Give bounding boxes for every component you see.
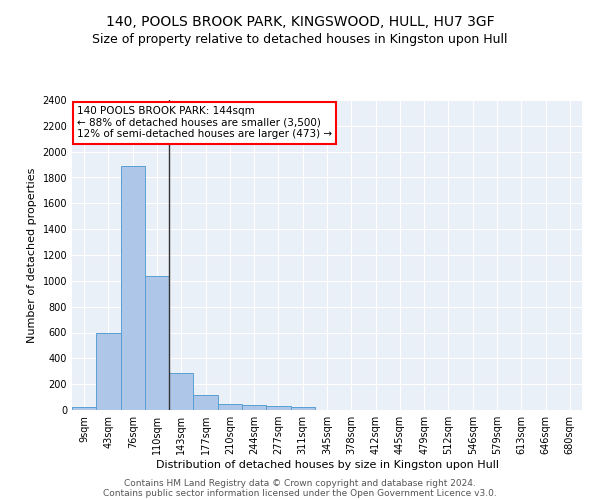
Bar [145,276,169,410]
Text: Contains public sector information licensed under the Open Government Licence v3: Contains public sector information licen… [103,488,497,498]
Bar [121,166,145,410]
Bar [72,408,96,410]
Bar [169,373,193,410]
Bar [193,395,218,410]
Bar [96,332,121,410]
Y-axis label: Number of detached properties: Number of detached properties [27,168,37,342]
Text: Size of property relative to detached houses in Kingston upon Hull: Size of property relative to detached ho… [92,32,508,46]
Bar [218,404,242,410]
Bar [266,406,290,410]
Bar [290,408,315,410]
Text: 140, POOLS BROOK PARK, KINGSWOOD, HULL, HU7 3GF: 140, POOLS BROOK PARK, KINGSWOOD, HULL, … [106,15,494,29]
Bar [242,406,266,410]
Text: 140 POOLS BROOK PARK: 144sqm
← 88% of detached houses are smaller (3,500)
12% of: 140 POOLS BROOK PARK: 144sqm ← 88% of de… [77,106,332,140]
Text: Contains HM Land Registry data © Crown copyright and database right 2024.: Contains HM Land Registry data © Crown c… [124,478,476,488]
X-axis label: Distribution of detached houses by size in Kingston upon Hull: Distribution of detached houses by size … [155,460,499,470]
